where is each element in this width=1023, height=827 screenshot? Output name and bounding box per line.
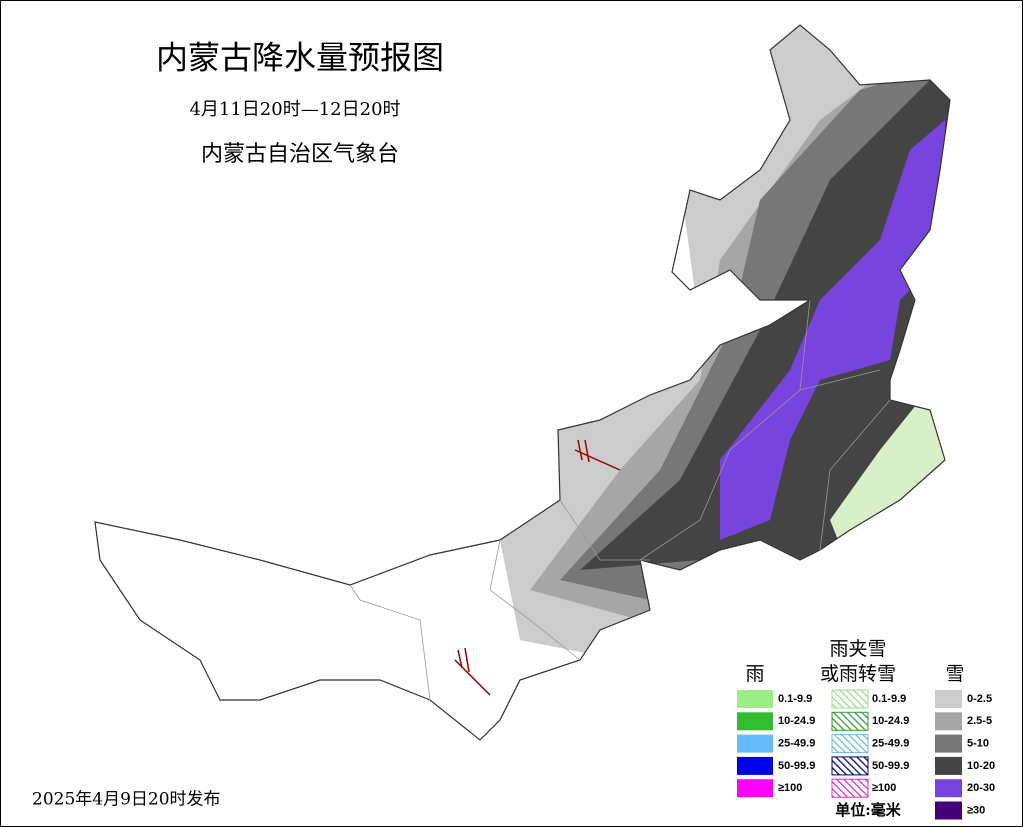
legend-swatch xyxy=(935,756,962,775)
legend-swatch xyxy=(831,756,869,776)
legend-swatch xyxy=(935,779,962,798)
unit: 单位:毫米 xyxy=(835,801,902,819)
legend-label: 0.1-9.9 xyxy=(872,693,906,705)
league-borders xyxy=(349,299,891,701)
legend-group-title: 雨 xyxy=(745,663,764,685)
legend-label: 5-10 xyxy=(967,738,989,750)
legend-swatch xyxy=(831,734,869,754)
legend-swatch xyxy=(935,690,962,708)
legend-group-title: 雨夹雪 xyxy=(829,638,886,660)
legend-label: 10-24.9 xyxy=(872,715,909,727)
legend-swatch xyxy=(737,712,773,731)
legend-label: 25-49.9 xyxy=(872,738,909,750)
legend-label: 10-20 xyxy=(967,760,995,772)
region-outline xyxy=(94,24,951,741)
legend-swatch xyxy=(831,689,869,709)
legend: 雨 0.1-9.9 10-24.9 25-49.9 50-99.9 ≥100 雨夹雪或雨转雪… xyxy=(737,638,995,820)
period: 4月11日20时—12日20时 xyxy=(189,99,400,120)
legend-swatch xyxy=(737,756,773,775)
legend-swatch xyxy=(737,779,773,798)
legend-swatch xyxy=(831,778,869,798)
wind-barbs xyxy=(454,439,621,696)
legend-label: ≥100 xyxy=(872,782,896,794)
legend-swatch xyxy=(935,734,962,753)
legend-group-title: 雪 xyxy=(945,663,964,685)
legend-label: ≥100 xyxy=(778,782,802,794)
legend-swatch xyxy=(935,712,962,731)
legend-label: 25-49.9 xyxy=(778,738,815,750)
agency: 内蒙古自治区气象台 xyxy=(201,142,399,167)
legend-label: 0.1-9.9 xyxy=(778,693,812,705)
legend-swatch xyxy=(831,711,869,731)
legend-swatch xyxy=(935,801,962,820)
legend-label: 2.5-5 xyxy=(967,715,992,727)
legend-swatch xyxy=(737,734,773,753)
legend-label: 20-30 xyxy=(967,782,995,794)
legend-label: 50-99.9 xyxy=(872,760,909,772)
legend-group-title: 或雨转雪 xyxy=(820,663,896,685)
legend-label: 10-24.9 xyxy=(778,715,815,727)
legend-swatch xyxy=(737,690,773,708)
legend-label: 0-2.5 xyxy=(967,693,992,705)
legend-label: 50-99.9 xyxy=(778,760,815,772)
legend-label: ≥30 xyxy=(967,804,985,816)
map-title: 内蒙古降水量预报图 xyxy=(156,39,444,77)
issue-time: 2025年4月9日20时发布 xyxy=(32,790,221,810)
